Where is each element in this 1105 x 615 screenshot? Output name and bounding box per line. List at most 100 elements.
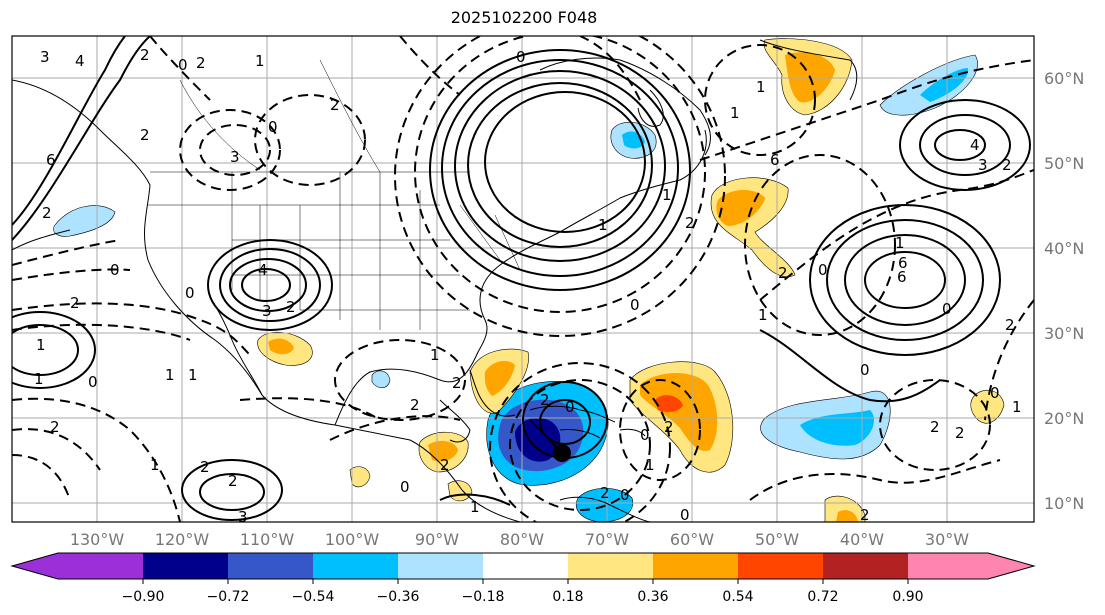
- lon-label-70w: 70°W: [585, 530, 629, 549]
- contour-label: 3: [262, 302, 272, 320]
- lon-label-80w: 80°W: [500, 530, 544, 549]
- contour-label: 1: [598, 216, 608, 234]
- contour-label: 6: [770, 151, 780, 169]
- solid-contours: [12, 36, 1031, 521]
- contour-label: 4: [75, 52, 85, 70]
- lat-label-60n: 60°N: [1044, 69, 1084, 88]
- negative-anomaly-north-atlantic: [879, 54, 978, 116]
- contour-label: 6: [897, 268, 907, 286]
- contour-label: 0: [860, 361, 870, 379]
- latitude-labels: 60°N 50°N 40°N 30°N 20°N 10°N: [1044, 69, 1084, 513]
- contour-label: 1: [662, 186, 672, 204]
- colorbar-tick-label: 0.90: [892, 589, 923, 605]
- contour-label: 0: [620, 486, 630, 504]
- contour-label: 2: [196, 54, 206, 72]
- colorbar-tick-label: 0.72: [807, 589, 838, 605]
- positive-anomaly-central-atlantic-peak: [655, 395, 683, 413]
- lon-label-100w: 100°W: [325, 530, 380, 549]
- contour-label: 1: [255, 52, 265, 70]
- positive-anomaly-south-atlantic-core: [836, 510, 858, 522]
- colorbar-segment: [398, 553, 483, 579]
- contour-label: 2: [664, 418, 674, 436]
- contour-label: 2: [930, 418, 940, 436]
- contour-label: 0: [640, 426, 650, 444]
- negative-anomaly-gulf: [371, 370, 391, 389]
- contour-label: 3: [40, 48, 50, 66]
- positive-anomaly-central-atlantic-core: [640, 372, 718, 451]
- political-borders: [148, 59, 521, 330]
- colorbar-tick-label: −0.18: [462, 589, 505, 605]
- colorbar-segment: [653, 553, 738, 579]
- lat-label-10n: 10°N: [1044, 494, 1084, 513]
- contour-label: 2: [330, 96, 340, 114]
- colorbar-segment: [568, 553, 653, 579]
- contour-label: 6: [46, 151, 56, 169]
- contour-label: 2: [778, 264, 788, 282]
- storm-track: [529, 419, 571, 462]
- contour-label: 2: [42, 204, 52, 222]
- lon-label-130w: 130°W: [70, 530, 125, 549]
- lat-label-20n: 20°N: [1044, 409, 1084, 428]
- contour-labels: 3 4 2 0 2 1 6 2 0 2 3 0 2 4 3 2 0 2 1 1 …: [34, 46, 1022, 524]
- map-frame: [11, 35, 1035, 523]
- dashed-contours: [12, 36, 1034, 522]
- lon-label-120w: 120°W: [155, 530, 210, 549]
- contour-label: 2: [600, 484, 610, 502]
- lon-label-40w: 40°W: [840, 530, 884, 549]
- anomaly-shading: [53, 38, 1005, 522]
- contour-label: 2: [50, 418, 60, 436]
- colorbar-segment: [143, 553, 228, 579]
- lon-label-90w: 90°W: [415, 530, 459, 549]
- lon-label-50w: 50°W: [755, 530, 799, 549]
- contour-label: 0: [630, 296, 640, 314]
- contour-label: 4: [970, 136, 980, 154]
- colorbar-segment: [483, 553, 568, 579]
- contour-label: 0: [110, 261, 120, 279]
- colorbar-segment: [738, 553, 823, 579]
- contour-label: 2: [200, 458, 210, 476]
- positive-anomaly-newfoundland-core: [716, 189, 765, 226]
- map-title: 2025102200 F048: [450, 8, 598, 27]
- contour-label: 2: [286, 298, 296, 316]
- colorbar-tick-label: −0.54: [292, 589, 335, 605]
- contour-label: 2: [685, 214, 695, 232]
- colorbar-segment: [58, 553, 143, 579]
- lon-label-60w: 60°W: [670, 530, 714, 549]
- contour-label: 0: [942, 300, 952, 318]
- contour-label: 1: [36, 336, 46, 354]
- negative-anomaly-atlantic-core: [800, 410, 875, 446]
- storm-center-marker: [553, 444, 571, 462]
- contour-label: 0: [818, 261, 828, 279]
- contour-label: 2: [452, 374, 462, 392]
- colorbar: −0.90 −0.72 −0.54 −0.36 −0.18 0.18 0.36 …: [10, 552, 1036, 605]
- contour-label: 3: [978, 156, 988, 174]
- colorbar-tick-label: 0.54: [722, 589, 753, 605]
- contour-label: 6: [898, 254, 908, 272]
- contour-label: 0: [268, 118, 278, 136]
- positive-anomaly-florida-core: [484, 360, 515, 396]
- contour-label: 1: [756, 78, 766, 96]
- contour-label: 2: [1005, 316, 1015, 334]
- colorbar-outline: [10, 552, 1036, 580]
- lat-label-50n: 50°N: [1044, 154, 1084, 173]
- contour-label: 2: [860, 506, 870, 524]
- positive-anomaly-mexico-core: [268, 338, 294, 355]
- contour-label: 1: [1012, 398, 1022, 416]
- negative-anomaly-north-atlantic-core: [920, 68, 969, 102]
- contour-label: 1: [645, 456, 655, 474]
- contour-label: 2: [440, 456, 450, 474]
- coastlines: [12, 39, 858, 522]
- colorbar-tick-label: 0.18: [552, 589, 583, 605]
- contour-label: 1: [34, 370, 44, 388]
- lon-label-30w: 30°W: [925, 530, 969, 549]
- contour-label: 4: [258, 261, 268, 279]
- contour-label: 1: [188, 366, 198, 384]
- lon-label-110w: 110°W: [240, 530, 295, 549]
- contour-label: 0: [565, 398, 575, 416]
- contour-label: 2: [228, 472, 238, 490]
- colorbar-tick-label: −0.36: [377, 589, 420, 605]
- negative-anomaly-pacific: [53, 205, 116, 237]
- colorbar-segment: [908, 553, 988, 579]
- contour-label: 2: [540, 391, 550, 409]
- colorbar-segment-overflow: [988, 553, 1034, 579]
